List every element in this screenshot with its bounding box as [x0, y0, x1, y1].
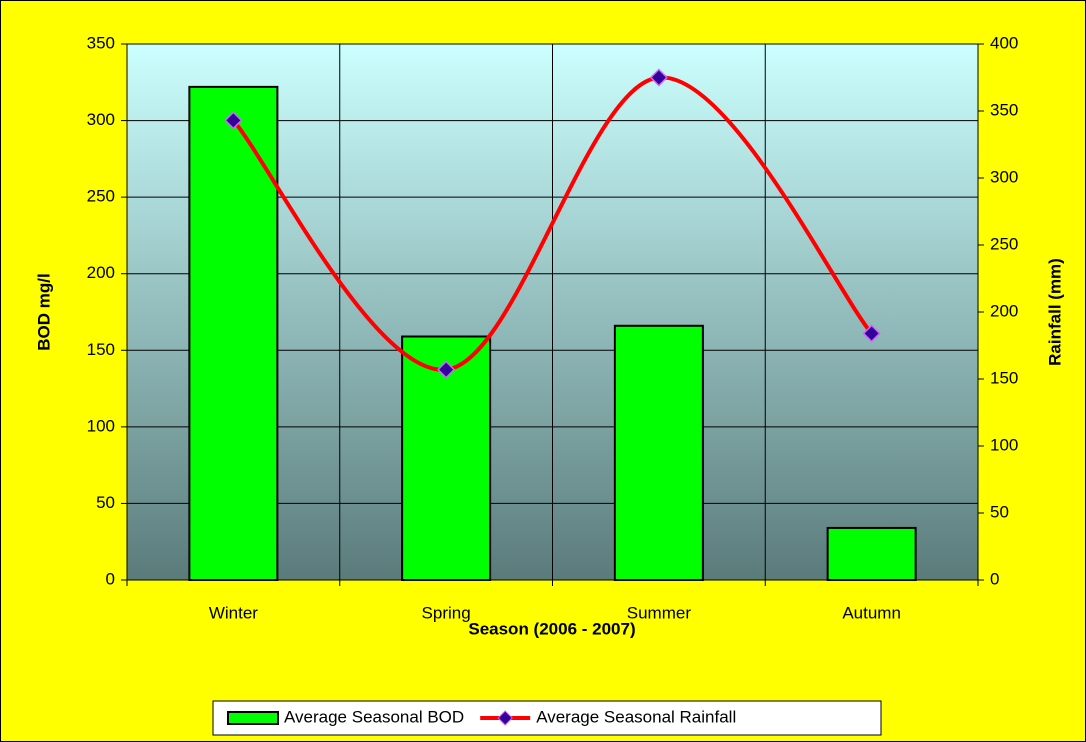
y2-tick-label: 250: [990, 234, 1018, 253]
legend-label: Average Seasonal BOD: [284, 707, 464, 726]
marker: [649, 68, 668, 87]
legend-marker: [497, 710, 513, 726]
bar: [188, 85, 279, 581]
x-tick-label: Summer: [627, 603, 692, 622]
marker: [437, 360, 456, 379]
x-tick-label: Spring: [422, 603, 471, 622]
y2-tick-label: 0: [990, 569, 999, 588]
legend-swatch: [227, 711, 279, 725]
bar: [613, 324, 704, 582]
marker: [224, 111, 243, 130]
y2-tick-label: 100: [990, 435, 1018, 454]
x-tick-label: Winter: [209, 603, 258, 622]
y-tick-label: 350: [87, 33, 115, 52]
y-tick-label: 100: [87, 416, 115, 435]
y-tick-label: 50: [96, 493, 115, 512]
y2-tick-label: 350: [990, 100, 1018, 119]
x-axis-title: Season (2006 - 2007): [468, 619, 635, 638]
y-tick-label: 300: [87, 110, 115, 129]
y-tick-label: 250: [87, 187, 115, 206]
y-tick-label: 150: [87, 340, 115, 359]
y2-tick-label: 300: [990, 167, 1018, 186]
x-tick-label: Autumn: [842, 603, 901, 622]
legend-label: Average Seasonal Rainfall: [536, 707, 736, 726]
line: [231, 75, 874, 372]
y2-tick-label: 50: [990, 502, 1009, 521]
y-axis-title: BOD mg/l: [34, 273, 53, 350]
y-tick-label: 200: [87, 263, 115, 282]
y2-tick-label: 200: [990, 301, 1018, 320]
y2-tick-label: 150: [990, 368, 1018, 387]
legend: [212, 700, 882, 736]
bar: [826, 526, 917, 582]
y-tick-label: 0: [106, 569, 115, 588]
marker: [862, 324, 881, 343]
y2-tick-label: 400: [990, 33, 1018, 52]
y2-axis-title: Rainfall (mm): [1045, 258, 1064, 366]
